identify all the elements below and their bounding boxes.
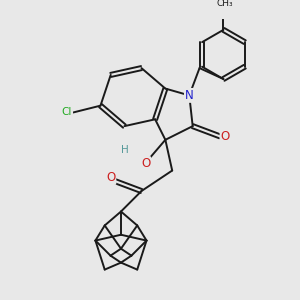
Text: O: O	[106, 171, 116, 184]
Text: CH₃: CH₃	[217, 0, 233, 8]
Text: N: N	[185, 89, 194, 102]
Text: H: H	[121, 145, 128, 155]
Text: O: O	[220, 130, 230, 143]
Text: O: O	[141, 157, 150, 170]
Text: Cl: Cl	[62, 107, 72, 118]
